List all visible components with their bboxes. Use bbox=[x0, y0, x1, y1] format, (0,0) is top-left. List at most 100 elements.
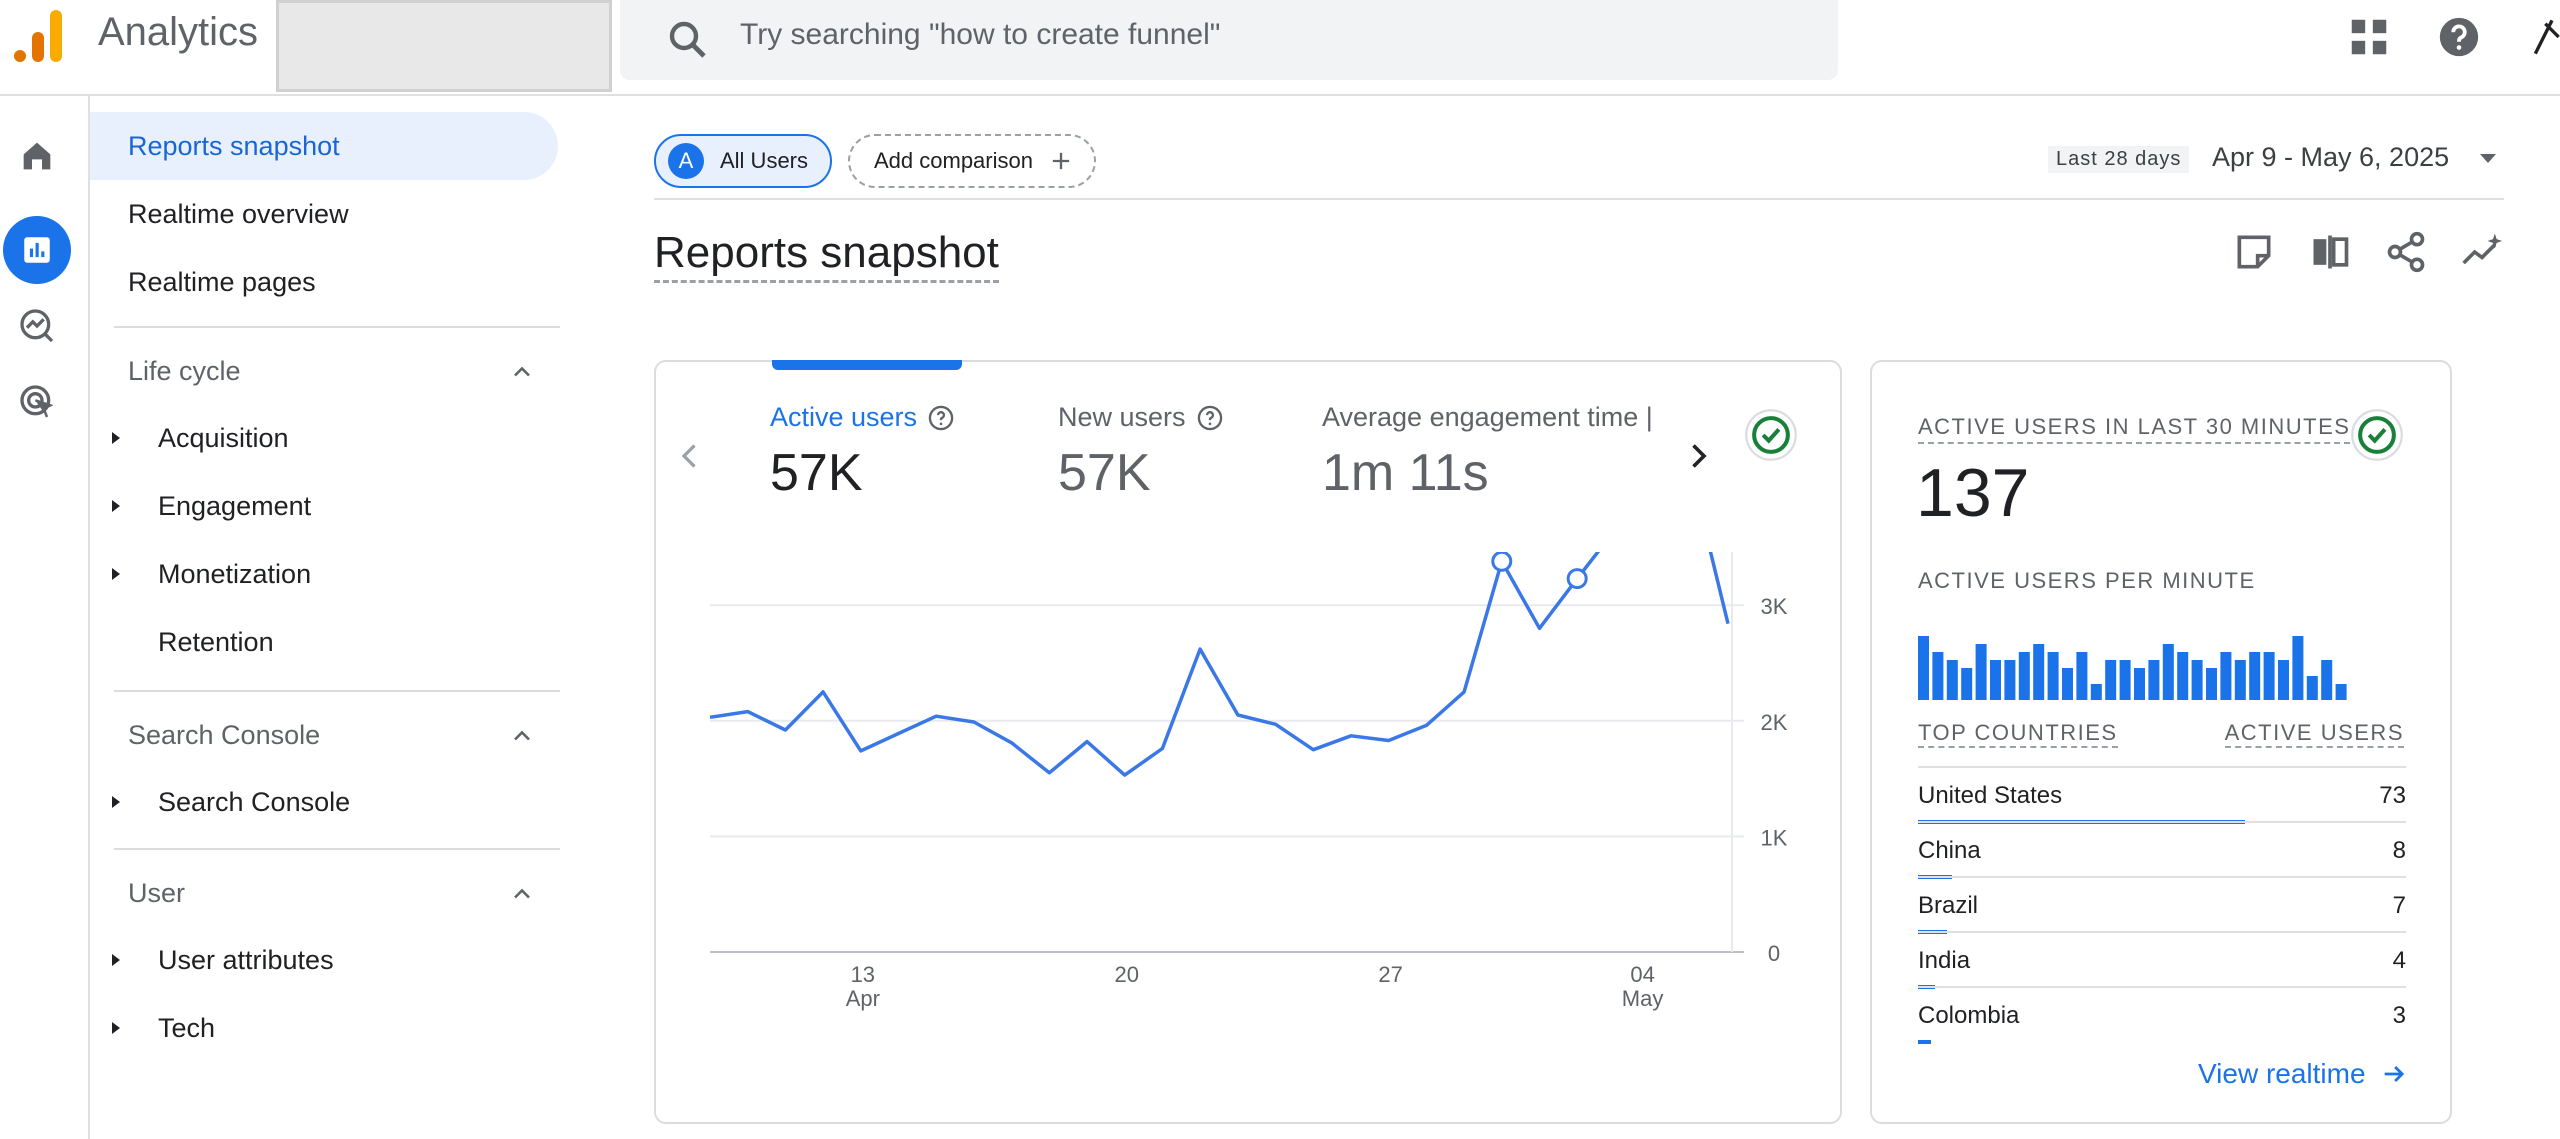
nav-divider bbox=[114, 690, 560, 692]
help-icon[interactable] bbox=[2436, 14, 2482, 60]
per-minute-bar[interactable] bbox=[2234, 660, 2246, 700]
nav-realtime-overview[interactable]: Realtime overview bbox=[128, 198, 349, 229]
per-minute-bar[interactable] bbox=[2321, 660, 2333, 700]
per-minute-bar[interactable] bbox=[2206, 668, 2217, 700]
nav-item-label: Retention bbox=[158, 626, 274, 657]
per-minute-bar[interactable] bbox=[1990, 660, 2001, 700]
per-minute-bar[interactable] bbox=[2134, 668, 2145, 700]
chevron-up-icon[interactable] bbox=[508, 722, 536, 750]
nav-engagement[interactable]: Engagement bbox=[90, 472, 560, 540]
apps-grid-icon[interactable] bbox=[2346, 14, 2392, 60]
rail-advertising[interactable] bbox=[3, 368, 71, 436]
date-range-picker[interactable]: Apr 9 - May 6, 2025 bbox=[2212, 142, 2450, 172]
metric-avg-engagement-time[interactable]: Average engagement time | 1m 11s bbox=[1322, 402, 1662, 503]
rail-reports[interactable] bbox=[3, 216, 71, 284]
chevron-right-icon[interactable] bbox=[1680, 438, 1716, 474]
rail-home[interactable] bbox=[3, 122, 71, 190]
expand-triangle-icon bbox=[112, 954, 120, 966]
per-minute-bar[interactable] bbox=[2018, 652, 2030, 700]
per-minute-bar[interactable] bbox=[2090, 684, 2102, 700]
data-point-marker[interactable] bbox=[1566, 568, 1588, 590]
per-minute-bar[interactable] bbox=[1918, 636, 1929, 700]
nav-tech[interactable]: Tech bbox=[90, 994, 560, 1062]
nav-retention[interactable]: Retention bbox=[90, 608, 560, 676]
caret-down-icon[interactable] bbox=[2480, 154, 2496, 163]
compare-columns-icon[interactable] bbox=[2308, 230, 2352, 274]
per-minute-bar[interactable] bbox=[2177, 652, 2189, 700]
per-minute-bar[interactable] bbox=[2292, 636, 2304, 700]
nav-item-label: Search Console bbox=[158, 786, 351, 817]
help-outline-icon[interactable] bbox=[1196, 404, 1224, 432]
per-minute-bar-chart bbox=[1918, 636, 2347, 700]
advertising-cursor-icon bbox=[20, 385, 54, 418]
active-users-header: ACTIVE USERS bbox=[2224, 720, 2404, 748]
data-point-marker[interactable] bbox=[1491, 552, 1513, 572]
view-realtime-link[interactable]: View realtime bbox=[2198, 1058, 2408, 1090]
segment-chip-all-users[interactable]: A All Users bbox=[654, 134, 832, 188]
per-minute-bar[interactable] bbox=[1946, 660, 1958, 700]
note-icon[interactable] bbox=[2232, 230, 2276, 274]
per-minute-bar[interactable] bbox=[2148, 660, 2160, 700]
per-minute-bar[interactable] bbox=[1961, 668, 1973, 700]
nav-user-attributes[interactable]: User attributes bbox=[90, 926, 560, 994]
metric-label: New users bbox=[1058, 402, 1186, 432]
per-minute-bar[interactable] bbox=[2263, 652, 2275, 700]
per-minute-bar[interactable] bbox=[2076, 652, 2088, 700]
per-minute-bar[interactable] bbox=[1975, 644, 1987, 700]
per-minute-bar[interactable] bbox=[1932, 652, 1944, 700]
search-bar[interactable]: Try searching "how to create funnel" bbox=[620, 0, 1838, 80]
share-icon[interactable] bbox=[2384, 230, 2428, 274]
search-input[interactable]: Try searching "how to create funnel" bbox=[740, 18, 1221, 51]
account-avatar-icon[interactable] bbox=[2522, 14, 2560, 60]
country-row[interactable]: Brazil 7 bbox=[1918, 876, 2406, 934]
section-search-console[interactable]: Search Console bbox=[128, 720, 321, 750]
per-minute-bar[interactable] bbox=[2278, 660, 2289, 700]
per-minute-bar[interactable] bbox=[2105, 660, 2117, 700]
chevron-left-icon[interactable] bbox=[672, 438, 708, 474]
per-minute-bar[interactable] bbox=[2249, 652, 2261, 700]
nav-realtime-pages[interactable]: Realtime pages bbox=[128, 266, 316, 297]
insights-sparkle-icon[interactable] bbox=[2460, 230, 2504, 274]
metric-active-users[interactable]: Active users 57K bbox=[770, 402, 955, 503]
country-row[interactable]: India 4 bbox=[1918, 931, 2406, 989]
country-row[interactable]: China 8 bbox=[1918, 821, 2406, 879]
metric-value: 1m 11s bbox=[1322, 444, 1489, 502]
account-selector[interactable] bbox=[276, 0, 612, 92]
report-navigation: Reports snapshot Realtime overview Realt… bbox=[90, 96, 570, 1139]
per-minute-bar[interactable] bbox=[2004, 660, 2016, 700]
help-outline-icon[interactable] bbox=[927, 404, 955, 432]
section-user[interactable]: User bbox=[128, 878, 186, 908]
per-minute-bar[interactable] bbox=[2306, 676, 2318, 700]
nav-acquisition[interactable]: Acquisition bbox=[90, 404, 560, 472]
nav-monetization[interactable]: Monetization bbox=[90, 540, 560, 608]
expand-triangle-icon bbox=[112, 796, 120, 808]
nav-search-console[interactable]: Search Console bbox=[90, 768, 560, 836]
add-comparison-label: Add comparison bbox=[874, 148, 1033, 173]
rail-explore[interactable] bbox=[3, 292, 71, 360]
date-preset-badge: Last 28 days bbox=[2048, 146, 2190, 173]
per-minute-bar[interactable] bbox=[2162, 644, 2174, 700]
country-row[interactable]: United States 73 bbox=[1918, 766, 2406, 824]
y-tick-label: 2K bbox=[1761, 710, 1788, 735]
x-tick-label: 20 bbox=[1114, 962, 1138, 987]
chevron-up-icon[interactable] bbox=[508, 880, 536, 908]
expand-triangle-icon bbox=[112, 500, 120, 512]
per-minute-bar[interactable] bbox=[2335, 684, 2347, 700]
per-minute-bar[interactable] bbox=[2220, 652, 2232, 700]
country-row[interactable]: Colombia 3 bbox=[1918, 986, 2406, 1044]
per-minute-bar[interactable] bbox=[2191, 660, 2203, 700]
chevron-up-icon[interactable] bbox=[508, 358, 536, 386]
per-minute-bar[interactable] bbox=[2062, 668, 2073, 700]
left-rail bbox=[0, 96, 90, 1139]
country-name: Brazil bbox=[1918, 892, 1979, 919]
section-life-cycle[interactable]: Life cycle bbox=[128, 356, 241, 386]
nav-reports-snapshot[interactable]: Reports snapshot bbox=[90, 112, 558, 180]
per-minute-bar[interactable] bbox=[2119, 660, 2131, 700]
metric-new-users[interactable]: New users 57K bbox=[1058, 402, 1224, 503]
check-circle-icon bbox=[2351, 409, 2403, 461]
per-minute-bar[interactable] bbox=[2047, 652, 2059, 700]
nav-divider bbox=[114, 326, 560, 328]
add-comparison-button[interactable]: Add comparison bbox=[848, 134, 1096, 188]
per-minute-bar[interactable] bbox=[2033, 644, 2045, 700]
nav-divider bbox=[114, 848, 560, 850]
